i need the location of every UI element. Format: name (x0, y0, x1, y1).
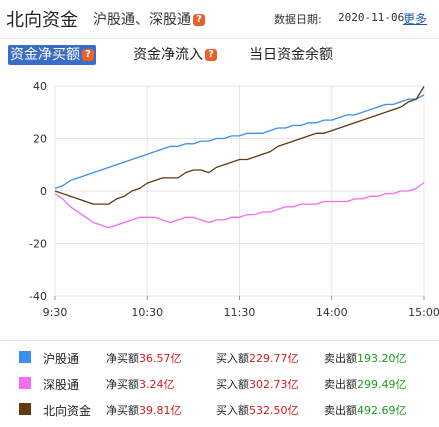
sell-value: 299.49亿 (357, 378, 407, 391)
tab-daily-balance[interactable]: 当日资金余额 (249, 45, 333, 65)
net-buy: 净买额36.57亿 (106, 350, 182, 366)
legend-swatch (19, 351, 31, 363)
x-tick-label: 9:30 (43, 306, 68, 319)
sell-amount: 卖出额299.49亿 (324, 376, 407, 392)
sell-value: 193.20亿 (357, 352, 407, 365)
net-buy: 净买额3.24亿 (106, 376, 175, 392)
sell-value: 492.69亿 (357, 404, 407, 417)
buy-value: 229.77亿 (249, 352, 299, 365)
axes: 40 20 0 -20 -40 9:30 10:30 11:30 14:00 15:00 (29, 80, 439, 319)
buy-label: 买入额 (216, 352, 249, 365)
net-buy: 净买额39.81亿 (106, 402, 182, 418)
net-buy-label: 净买额 (106, 352, 139, 365)
legend-row-north: 北向资金 净买额39.81亿 买入额532.50亿 卖出额492.69亿 (0, 397, 439, 423)
x-tick-label: 14:00 (316, 306, 348, 319)
legend-swatch (19, 403, 31, 415)
y-tick-label: -20 (29, 238, 47, 251)
legend-divider (0, 340, 439, 341)
date-label: 数据日期: (274, 13, 322, 26)
buy-label: 买入额 (216, 404, 249, 417)
legend-row-hgt: 沪股通 净买额36.57亿 买入额229.77亿 卖出额193.20亿 (0, 345, 439, 371)
net-buy-value: 39.81亿 (139, 404, 182, 417)
sell-amount: 卖出额492.69亿 (324, 402, 407, 418)
tab-net-buy[interactable]: 资金净买额? (8, 45, 96, 65)
y-tick-label: 0 (40, 185, 47, 198)
help-icon[interactable]: ? (205, 49, 217, 61)
help-icon[interactable]: ? (82, 49, 94, 61)
more-link[interactable]: 更多 (403, 12, 428, 26)
x-tick-label: 11:30 (224, 306, 256, 319)
sell-label: 卖出额 (324, 404, 357, 417)
sell-amount: 卖出额193.20亿 (324, 350, 407, 366)
series-lines (54, 86, 425, 229)
legend-name: 北向资金 (43, 404, 92, 418)
tab-label: 当日资金余额 (249, 47, 333, 63)
subtitle-text: 沪股通、深股通 (93, 12, 191, 28)
tab-label: 资金净买额 (10, 47, 80, 63)
buy-amount: 买入额532.50亿 (216, 402, 299, 418)
y-tick-label: -40 (29, 290, 47, 303)
net-buy-value: 3.24亿 (139, 378, 175, 391)
series-line-sgt (54, 181, 425, 229)
net-buy-label: 净买额 (106, 404, 139, 417)
buy-value: 302.73亿 (249, 378, 299, 391)
date-value: 2020-11-06 (338, 11, 405, 24)
northbound-chart[interactable]: 40 20 0 -20 -40 9:30 10:30 11:30 14:00 15:00 (0, 70, 439, 325)
sell-label: 卖出额 (324, 378, 357, 391)
page-title: 北向资金 (6, 10, 78, 31)
x-tick-label: 15:00 (408, 306, 439, 319)
buy-label: 买入额 (216, 378, 249, 391)
buy-value: 532.50亿 (249, 404, 299, 417)
tab-net-inflow[interactable]: 资金净流入? (133, 45, 217, 65)
buy-amount: 买入额229.77亿 (216, 350, 299, 366)
legend-swatch (19, 377, 31, 389)
series-line-hgt (54, 94, 425, 190)
legend-row-sgt: 深股通 净买额3.24亿 买入额302.73亿 卖出额299.49亿 (0, 371, 439, 397)
legend-name: 深股通 (43, 378, 80, 392)
sell-label: 卖出额 (324, 352, 357, 365)
help-icon[interactable]: ? (193, 14, 205, 26)
header: 北向资金 沪股通、深股通? 数据日期: 2020-11-06 更多 (0, 0, 439, 39)
subtitle: 沪股通、深股通? (93, 9, 205, 29)
buy-amount: 买入额302.73亿 (216, 376, 299, 392)
series-line-north (54, 86, 425, 205)
tab-label: 资金净流入 (133, 47, 203, 63)
net-buy-label: 净买额 (106, 378, 139, 391)
y-tick-label: 20 (33, 133, 47, 146)
legend-name: 沪股通 (43, 352, 80, 366)
y-tick-label: 40 (33, 80, 47, 93)
x-tick-label: 10:30 (131, 306, 163, 319)
net-buy-value: 36.57亿 (139, 352, 182, 365)
